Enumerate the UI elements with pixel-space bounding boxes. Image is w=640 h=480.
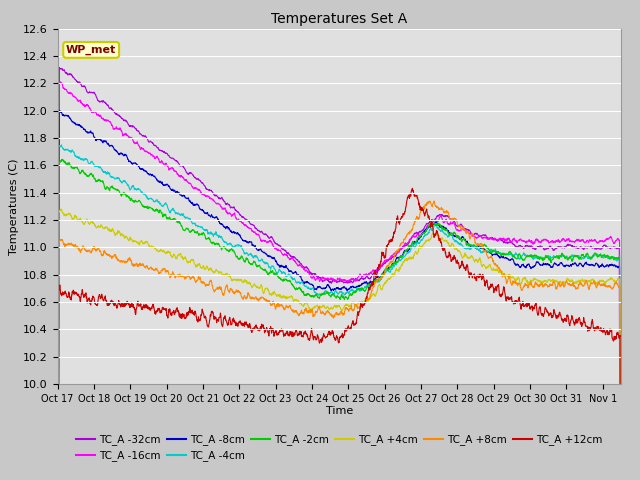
TC_A -32cm — [343, 279, 351, 285]
TC_A -4cm — [343, 290, 351, 296]
X-axis label: Time: Time — [326, 407, 353, 417]
TC_A -4cm — [424, 231, 431, 237]
TC_A -32cm — [424, 221, 431, 227]
TC_A -2cm — [424, 224, 431, 230]
TC_A +12cm — [87, 302, 95, 308]
Line: TC_A -4cm: TC_A -4cm — [58, 145, 621, 480]
TC_A +4cm — [424, 238, 431, 243]
TC_A -16cm — [343, 278, 351, 284]
TC_A -4cm — [406, 248, 414, 253]
TC_A -8cm — [87, 129, 95, 135]
TC_A -2cm — [58, 156, 66, 162]
TC_A +4cm — [343, 301, 351, 307]
TC_A -4cm — [598, 253, 605, 259]
TC_A +12cm — [406, 191, 414, 197]
TC_A +8cm — [598, 281, 605, 287]
TC_A -2cm — [598, 255, 605, 261]
Line: TC_A -8cm: TC_A -8cm — [58, 110, 621, 480]
TC_A -32cm — [56, 65, 63, 71]
Line: TC_A -32cm: TC_A -32cm — [58, 68, 621, 480]
TC_A -16cm — [598, 238, 605, 244]
TC_A +8cm — [431, 198, 438, 204]
TC_A +12cm — [424, 212, 431, 217]
TC_A -2cm — [343, 295, 351, 301]
TC_A +8cm — [424, 201, 431, 207]
TC_A -2cm — [87, 170, 95, 176]
TC_A -2cm — [531, 253, 538, 259]
TC_A +4cm — [57, 206, 65, 212]
TC_A +8cm — [87, 249, 95, 255]
TC_A -16cm — [424, 222, 431, 228]
TC_A -32cm — [531, 246, 538, 252]
TC_A -16cm — [406, 236, 414, 242]
Text: WP_met: WP_met — [66, 45, 116, 55]
TC_A +4cm — [87, 219, 95, 225]
Y-axis label: Temperatures (C): Temperatures (C) — [9, 158, 19, 255]
TC_A +8cm — [342, 306, 350, 312]
TC_A -8cm — [424, 225, 431, 231]
TC_A +4cm — [598, 278, 605, 284]
TC_A +12cm — [598, 328, 605, 334]
TC_A +8cm — [406, 228, 414, 234]
Line: TC_A +4cm: TC_A +4cm — [58, 209, 621, 480]
TC_A -4cm — [87, 159, 95, 165]
TC_A -32cm — [598, 246, 605, 252]
Legend: TC_A -32cm, TC_A -16cm, TC_A -8cm, TC_A -4cm, TC_A -2cm, TC_A +4cm, TC_A +8cm, T: TC_A -32cm, TC_A -16cm, TC_A -8cm, TC_A … — [72, 430, 606, 466]
Line: TC_A -2cm: TC_A -2cm — [58, 159, 621, 480]
Title: Temperatures Set A: Temperatures Set A — [271, 12, 407, 26]
TC_A -16cm — [531, 240, 538, 246]
Line: TC_A +8cm: TC_A +8cm — [58, 201, 621, 480]
Line: TC_A +12cm: TC_A +12cm — [58, 188, 621, 480]
TC_A -4cm — [531, 255, 538, 261]
TC_A -8cm — [598, 263, 605, 268]
TC_A +12cm — [531, 303, 538, 309]
TC_A -8cm — [56, 108, 63, 113]
TC_A +12cm — [408, 185, 416, 191]
TC_A -8cm — [343, 287, 351, 292]
TC_A +4cm — [531, 276, 538, 282]
TC_A -32cm — [406, 237, 414, 242]
TC_A +12cm — [342, 328, 350, 334]
TC_A -32cm — [87, 90, 95, 96]
TC_A -16cm — [56, 79, 64, 84]
Line: TC_A -16cm: TC_A -16cm — [58, 82, 621, 480]
TC_A +4cm — [406, 256, 414, 262]
TC_A -8cm — [406, 244, 414, 250]
TC_A -16cm — [87, 108, 95, 113]
TC_A +8cm — [531, 282, 538, 288]
TC_A -2cm — [406, 244, 414, 250]
TC_A -4cm — [58, 142, 65, 148]
TC_A -8cm — [531, 263, 538, 269]
